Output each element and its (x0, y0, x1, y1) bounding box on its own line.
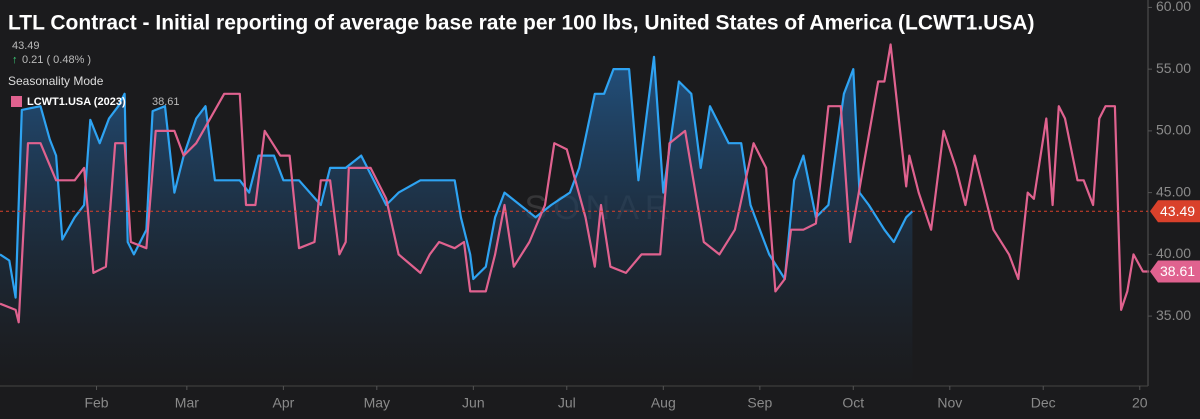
x-tick-label: Oct (842, 395, 864, 411)
x-tick-label: Aug (651, 395, 676, 411)
x-tick-label: Jun (462, 395, 485, 411)
y-tick-label: 35.00 (1156, 307, 1191, 323)
x-tick-label: Apr (272, 395, 294, 411)
y-tick-label: 45.00 (1156, 183, 1191, 199)
y-tick-label: 40.00 (1156, 245, 1191, 261)
legend-label[interactable]: LCWT1.USA (2023) (27, 96, 126, 108)
mode-label: Seasonality Mode (8, 74, 104, 88)
x-tick-label: May (364, 395, 390, 411)
series-line (0, 55, 914, 299)
legend-value: 38.61 (152, 96, 180, 108)
y-tick-label: 60.00 (1156, 0, 1191, 14)
last-value: 43.49 (12, 40, 40, 52)
x-tick-label: Nov (937, 395, 962, 411)
chart-title: LTL Contract - Initial reporting of aver… (8, 12, 1035, 35)
change-arrow: ↑ (12, 54, 18, 66)
x-tick-label: Feb (84, 395, 108, 411)
x-tick-label: Sep (747, 395, 772, 411)
x-tick-label: Jul (558, 395, 576, 411)
area (0, 56, 913, 385)
plot-area: SONAR (0, 43, 1150, 385)
x-tick-label: 20 (1132, 395, 1148, 411)
legend-swatch (11, 96, 22, 107)
y-tick-label: 55.00 (1156, 60, 1191, 76)
series-line (0, 43, 1150, 324)
last-value-badge (1150, 200, 1200, 223)
x-tick-label: Dec (1031, 395, 1056, 411)
x-tick-label: Mar (175, 395, 199, 411)
last-value-badge-label: 43.49 (1160, 203, 1195, 219)
legend-value-badge-label: 38.61 (1160, 263, 1195, 279)
legend-value-badge (1150, 260, 1200, 283)
y-tick-label: 50.00 (1156, 122, 1191, 138)
change-text: 0.21 ( 0.48% ) (22, 54, 91, 66)
